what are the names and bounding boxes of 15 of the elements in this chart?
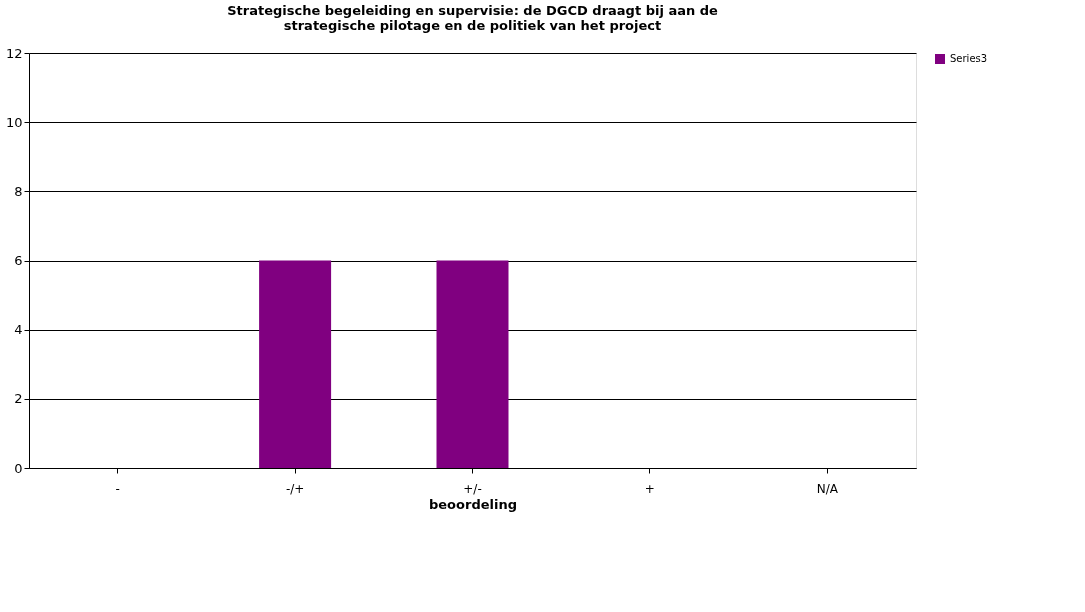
legend-label: Series3 [950, 53, 988, 64]
x-tick-label: N/A [816, 481, 839, 496]
x-tick-label: +/- [463, 481, 482, 496]
x-axis-title: beoordeling [429, 496, 517, 512]
x-tick-label: - [115, 481, 120, 496]
y-tick-label: 2 [14, 391, 23, 407]
y-tick-label: 10 [5, 114, 23, 130]
y-tick-label: 4 [14, 322, 23, 338]
x-tick-label: -/+ [285, 481, 305, 496]
y-tick-label: 8 [14, 183, 23, 199]
y-tick-label: 0 [14, 460, 23, 476]
y-tick-label: 12 [5, 45, 23, 61]
y-tick-label: 6 [14, 253, 23, 268]
chart-title: Strategische begeleiding en supervisie: de DGCD draagt bij aan de strategische pilotage en de politiek van het project [227, 3, 719, 33]
x-tick-label: + [644, 481, 655, 496]
